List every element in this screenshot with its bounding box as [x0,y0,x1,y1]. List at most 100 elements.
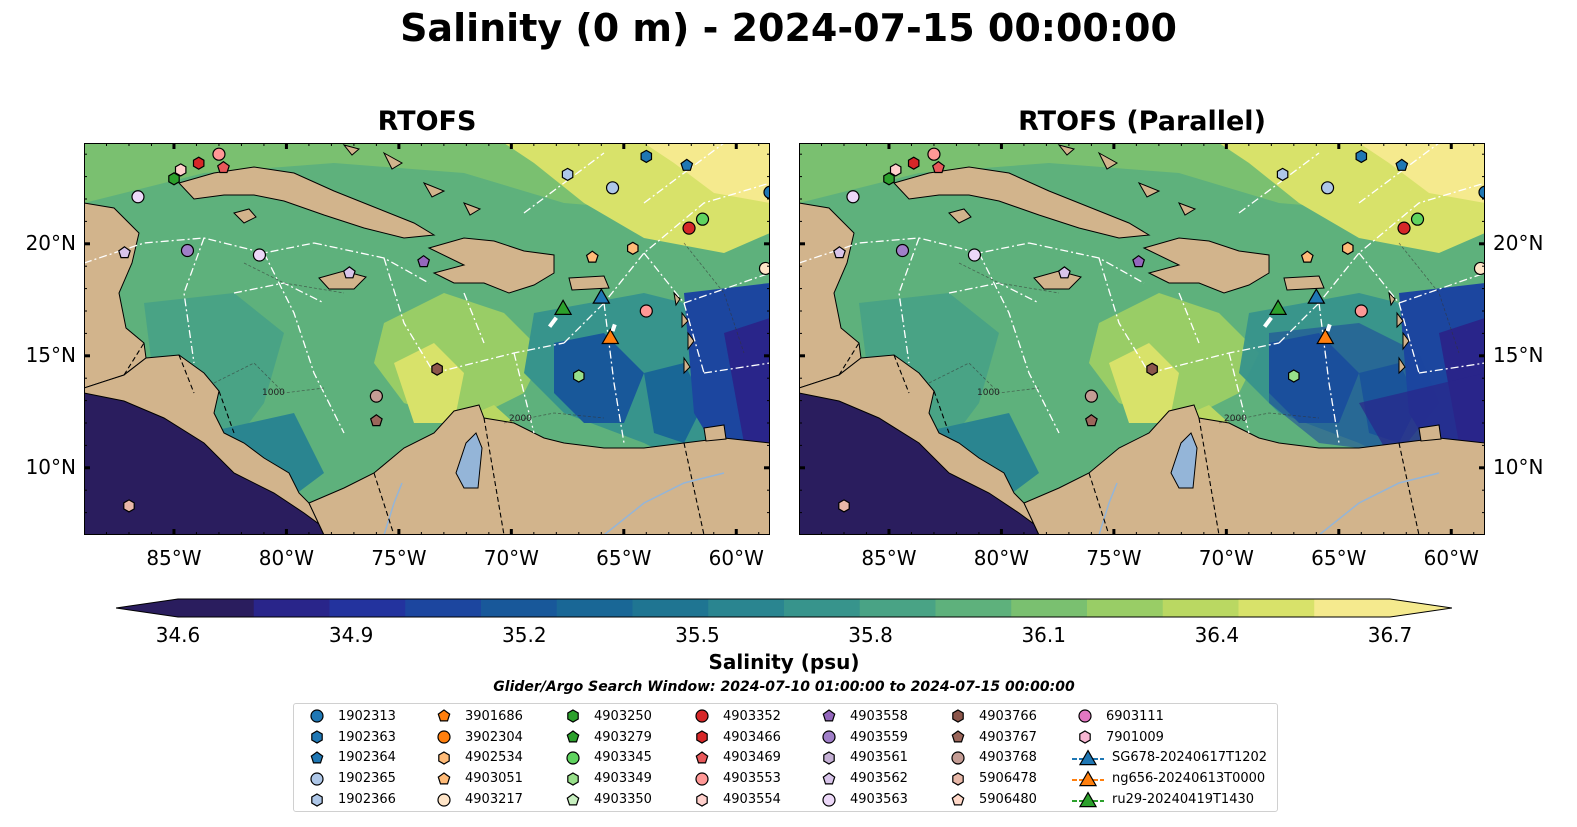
colorbar-segment [556,599,633,617]
argo-float-4903345 [695,212,710,226]
legend-column: 4903352 4903466 4903469 4903553 4903554 [689,706,781,810]
colorbar-segment [1087,599,1164,617]
legend-item: 1902364 [304,748,396,769]
argo-float-4903768 [369,389,383,403]
legend-item: ng656-20240613T0000 [1072,768,1267,789]
landmass [1137,182,1161,198]
argo-float-4903558 [417,254,431,268]
legend-label: 4903250 [594,708,652,724]
colorbar-tick-label: 35.8 [848,623,893,647]
legend-item: 4903350 [560,789,652,810]
argo-float-4903553 [1354,304,1368,318]
legend-item: 4903051 [431,768,523,789]
eez-boundary [1228,352,1250,434]
map-panel-rtofs: 1000 2000 [84,143,770,535]
argo-float-4903352 [1397,221,1411,235]
glider-track [610,323,617,332]
legend-item: 1902366 [304,789,396,810]
colorbar-segment [784,599,861,617]
argo-float-4903553 [927,147,941,161]
argo-float-4903553 [639,304,653,318]
legend-item: 4903554 [689,789,781,810]
landmass [178,166,436,239]
argo-float-1902313 [1478,185,1485,199]
legend-item: 4903558 [816,706,908,727]
lon-tick-label: 80°W [258,546,315,570]
lon-tick-label: 75°W [1086,546,1142,570]
argo-float-4903563 [967,248,982,262]
legend-label: 5906480 [979,792,1037,808]
argo-float-4902534 [1341,241,1354,255]
legend-marker-icon [1072,749,1104,766]
colorbar-segment [178,599,255,617]
argo-float-4903554 [889,163,902,177]
argo-float-4903766 [431,362,443,376]
legend-column: 4903558 4903559 4903561 4903562 4903563 [816,706,908,810]
argo-float-4903466 [192,156,205,170]
legend-item: 6903111 [1072,706,1267,727]
legend-label: 4903553 [723,771,781,787]
argo-float-1902364 [680,158,694,171]
landmass [1023,404,1485,535]
glider-SG678-20240617T1202 [1307,287,1326,304]
lon-tick-label: 70°W [483,546,539,570]
legend-item: 1902313 [304,706,396,727]
legend-label: 4903217 [465,792,523,808]
argo-float-4903345 [1410,212,1425,226]
legend-item: 4903469 [689,748,781,769]
glider-SG678-20240617T1202 [592,287,611,304]
lake-maracaibo [455,432,483,489]
argo-float-1902313 [763,185,770,199]
legend-marker-icon [952,709,964,724]
legend-column: 4903766 4903767 4903768 5906478 5906480 [945,706,1037,810]
eez-boundary [643,143,725,204]
bathymetry-contour [503,412,605,424]
legend-label: 4903469 [723,750,781,766]
legend-column: 1902313 1902363 1902364 1902365 1902366 [304,706,396,810]
eez-boundary [978,252,1060,434]
colorbar-tick-label: 36.1 [1021,623,1066,647]
country-border [893,354,910,394]
colorbar-extend-min [116,599,178,617]
argo-float-4903767 [1084,414,1098,427]
legend-column: 4903250 4903279 4903345 4903349 4903350 [560,706,652,810]
eez-boundary [383,257,435,374]
argo-float-4903466 [907,156,920,170]
legend-marker-icon [437,730,451,744]
legend-marker-icon [951,792,965,806]
argo-float-4903469 [216,160,230,174]
legend-marker-icon [952,772,964,786]
legend-item: SG678-20240617T1202 [1072,748,1267,769]
legend-marker-icon [437,792,451,807]
glider-track [1325,323,1332,332]
argo-float-4903217 [758,261,770,276]
legend-item: 3901686 [431,706,523,727]
landmass [1402,331,1410,351]
legend-marker-icon [310,709,324,723]
landmass [703,424,727,442]
argo-float-4903562 [1057,266,1071,279]
landmass [568,275,610,291]
lat-tick-label-right: 10°N [1493,454,1544,479]
argo-float-5906478 [123,499,135,513]
legend-label: 5906478 [979,771,1037,787]
landmass [681,311,689,329]
colorbar-tick-label: 36.7 [1367,623,1413,647]
legend-label: 1902364 [338,750,396,766]
lat-tick-label-left: 10°N [25,454,76,479]
legend-marker-icon [310,772,324,786]
colorbar-segment [1238,599,1315,617]
landmass [1283,275,1325,291]
pacific-ocean [799,393,1049,535]
lon-tick-label: 85°W [146,546,202,570]
landmass [1057,144,1076,156]
eez-boundary [1358,143,1440,204]
country-border [483,417,505,535]
argo-float-4903562 [342,266,356,279]
argo-float-5906478 [838,499,850,513]
argo-float-4903558 [1132,254,1146,268]
colorbar-segment [935,599,1012,617]
argo-float-4903559 [180,243,195,258]
legend-label: 4903466 [723,729,781,745]
legend-marker-icon [695,751,709,764]
